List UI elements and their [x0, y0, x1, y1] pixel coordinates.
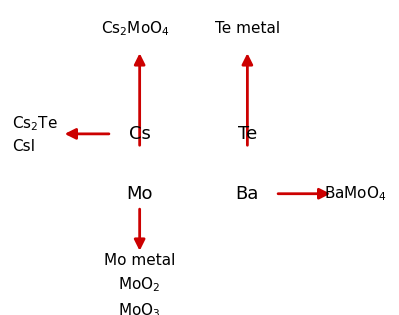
Text: Cs$_2$MoO$_4$: Cs$_2$MoO$_4$: [101, 19, 170, 38]
Text: BaMoO$_4$: BaMoO$_4$: [324, 184, 387, 203]
Text: Cs$_2$Te
CsI: Cs$_2$Te CsI: [12, 114, 58, 154]
Text: Te metal: Te metal: [215, 21, 280, 36]
Text: Ba: Ba: [236, 185, 259, 203]
Text: Mo metal
MoO$_2$
MoO$_3$: Mo metal MoO$_2$ MoO$_3$: [104, 254, 175, 315]
Text: Cs: Cs: [129, 125, 150, 143]
Text: Mo: Mo: [126, 185, 153, 203]
Text: Te: Te: [238, 125, 257, 143]
